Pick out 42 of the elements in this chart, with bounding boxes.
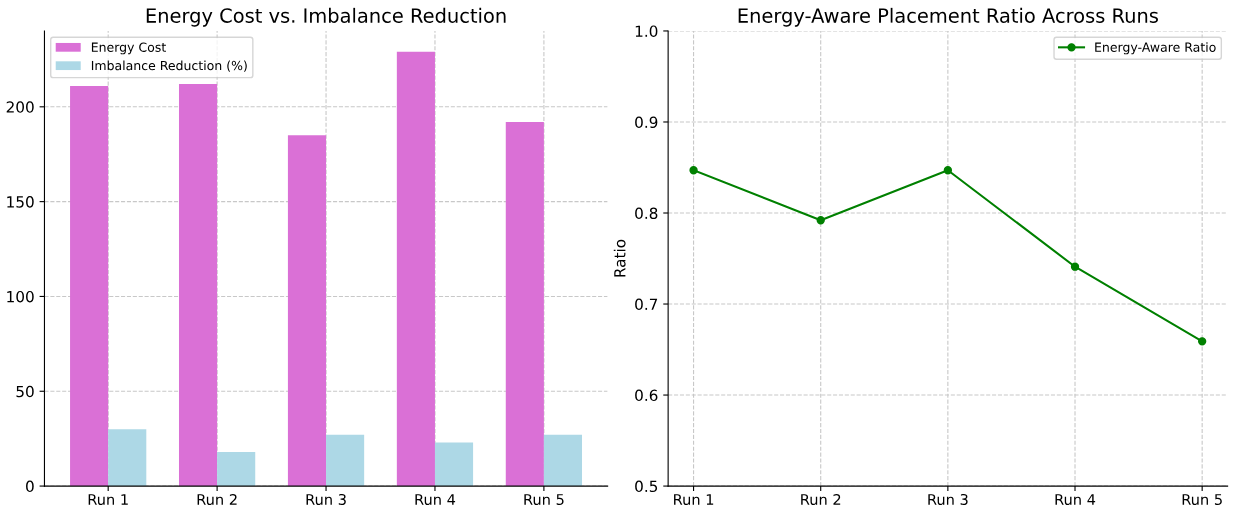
point	[943, 166, 953, 175]
point	[689, 166, 698, 175]
y-tick-label: 0.7	[635, 298, 658, 311]
legend-label: Energy-Aware Ratio	[1095, 42, 1216, 55]
y-tick-label: 0	[26, 480, 34, 493]
x-tick-label: Run 5	[1182, 494, 1222, 505]
x-tick-label: Run 2	[197, 493, 237, 505]
point	[1070, 262, 1080, 271]
bar	[70, 85, 109, 487]
legend-label: Energy Cost	[91, 42, 166, 55]
y-tick-label: 1.0	[635, 25, 658, 37]
x-tick-label: Run 5	[524, 494, 564, 505]
chart-title: Energy Cost vs. Imbalance Reduction	[146, 7, 506, 27]
y-tick-label: 0.9	[635, 116, 658, 128]
bar	[108, 429, 147, 487]
bar	[326, 434, 365, 487]
legend-label: Imbalance Reduction (%)	[91, 60, 247, 72]
y-tick-label: 0.8	[635, 207, 658, 220]
bar	[396, 51, 435, 487]
bar	[434, 442, 474, 487]
x-tick-label: Run 3	[306, 493, 346, 505]
chart-title: Energy-Aware Placement Ratio Across Runs	[738, 7, 1158, 27]
y-tick-label: 100	[7, 290, 34, 303]
x-tick-label: Run 4	[1055, 494, 1096, 505]
y-tick-label: 50	[16, 385, 34, 398]
y-tick-label: 200	[6, 101, 34, 113]
bar	[543, 434, 583, 487]
x-tick-label: Run 4	[415, 494, 456, 505]
bar	[217, 451, 256, 487]
y-tick-label: 0.6	[635, 389, 658, 402]
y-tick-label: 150	[7, 196, 34, 208]
bar	[505, 121, 544, 487]
bar	[287, 135, 327, 487]
bar	[178, 84, 218, 487]
point	[1197, 337, 1207, 346]
x-tick-label: Run 3	[928, 493, 968, 505]
y-tick-label: 0.5	[635, 480, 658, 493]
x-tick-label: Run 1	[674, 494, 714, 505]
x-tick-label: Run 1	[88, 494, 128, 505]
y-axis-title: Ratio	[613, 239, 626, 277]
x-tick-label: Run 2	[801, 493, 841, 505]
point	[816, 216, 825, 225]
